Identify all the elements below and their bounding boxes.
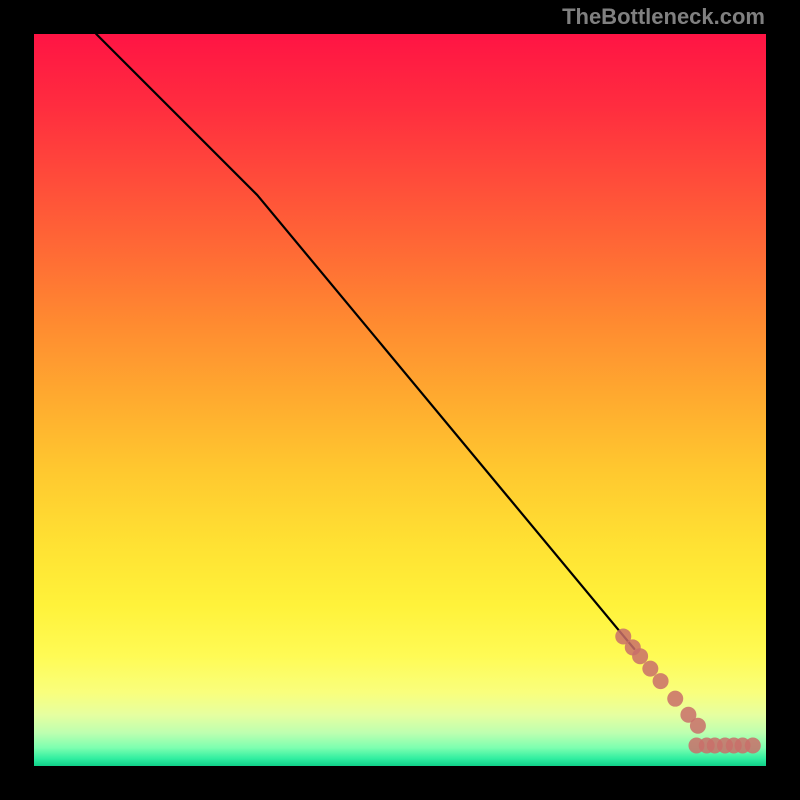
- plot-background: [34, 34, 766, 766]
- data-point: [745, 738, 761, 754]
- chart-svg: TheBottleneck.com: [0, 0, 800, 800]
- data-point: [667, 691, 683, 707]
- data-point: [632, 648, 648, 664]
- data-point: [653, 673, 669, 689]
- data-point: [642, 661, 658, 677]
- watermark-text: TheBottleneck.com: [562, 4, 765, 29]
- data-point: [690, 718, 706, 734]
